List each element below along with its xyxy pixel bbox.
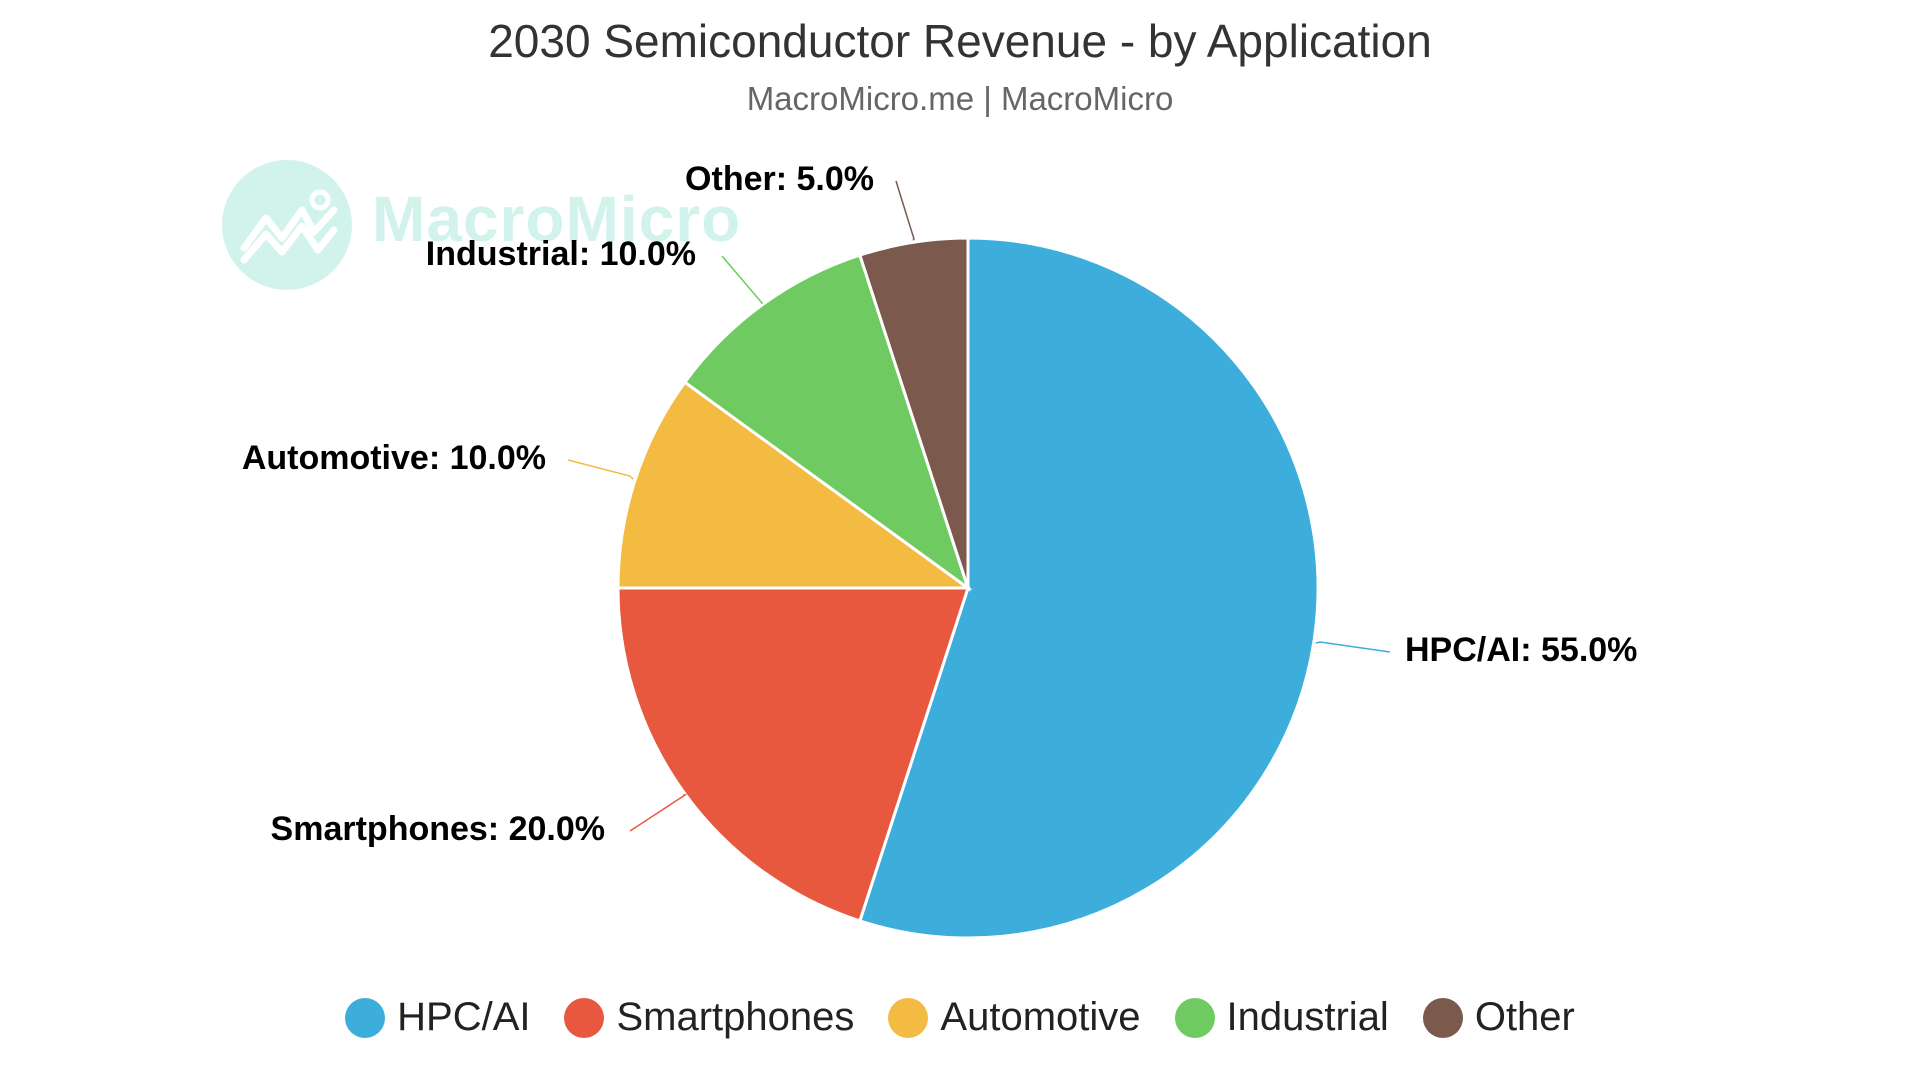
leader-line-hpc-ai <box>1315 641 1391 653</box>
legend-label: Other <box>1474 995 1575 1039</box>
legend-item-industrial[interactable]: Industrial <box>1174 995 1389 1040</box>
pie-slice-other[interactable] <box>857 236 970 589</box>
legend-label: Industrial <box>1226 995 1389 1039</box>
chart-subtitle: MacroMicro.me | MacroMicro <box>746 80 1174 117</box>
leader-line-smartphones <box>629 794 688 832</box>
pie-slice-smartphones[interactable] <box>616 586 971 923</box>
pie-slice-hpc-ai[interactable] <box>857 236 1320 940</box>
chart-title: 2030 Semiconductor Revenue - by Applicat… <box>488 15 1432 67</box>
data-label-other: Other: 5.0% <box>685 160 874 198</box>
legend-marker <box>1422 997 1463 1038</box>
legend-item-automotive[interactable]: Automotive <box>888 995 1141 1040</box>
legend-label: Smartphones <box>616 995 855 1039</box>
legend-label: HPC/AI <box>397 995 531 1039</box>
pie-slice-automotive[interactable] <box>616 380 973 590</box>
legend-marker <box>564 997 605 1038</box>
legend-marker <box>888 997 929 1038</box>
data-label-smartphones: Smartphones: 20.0% <box>271 810 605 848</box>
legend-marker <box>1174 997 1215 1038</box>
line-chart-icon <box>222 160 352 290</box>
data-label-hpc-ai: HPC/AI: 55.0% <box>1405 631 1637 669</box>
watermark: MacroMicro <box>222 160 782 292</box>
legend-label: Automotive <box>940 995 1141 1039</box>
legend-item-other[interactable]: Other <box>1422 995 1575 1040</box>
pie-slice-industrial[interactable] <box>682 253 971 592</box>
legend: HPC/AI Smartphones Automotive Industrial Oth… <box>0 995 1920 1040</box>
leader-line-automotive <box>567 459 634 480</box>
data-label-automotive: Automotive: 10.0% <box>242 439 546 477</box>
data-label-industrial: Industrial: 10.0% <box>426 235 696 273</box>
legend-marker <box>345 997 386 1038</box>
watermark-text: MacroMicro <box>372 183 742 255</box>
legend-item-hpc-ai[interactable]: HPC/AI <box>345 995 530 1040</box>
legend-item-smartphones[interactable]: Smartphones <box>564 995 854 1040</box>
leader-line-other <box>895 180 915 241</box>
leader-line-industrial <box>721 255 764 304</box>
